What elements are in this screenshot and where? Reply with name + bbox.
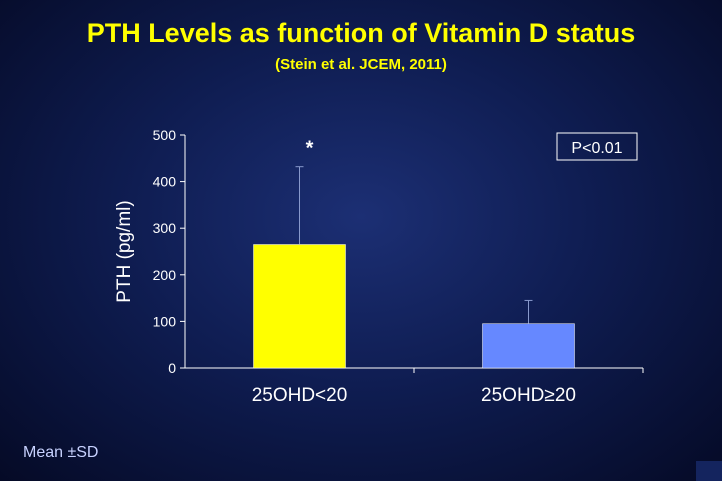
y-tick-label: 0 bbox=[168, 360, 176, 376]
p-value-box-border bbox=[556, 132, 638, 161]
y-axis-label: PTH (pg/ml) bbox=[114, 200, 135, 302]
x-axis-labels: 25OHD<20 25OHD≥20 bbox=[252, 385, 576, 406]
y-tick-label: 500 bbox=[153, 127, 177, 143]
bar-1 bbox=[253, 244, 346, 369]
chart-title: PTH Levels as function of Vitamin D stat… bbox=[86, 18, 636, 48]
p-value-box: P<0.01 bbox=[556, 132, 638, 161]
chart-subtitle: (Stein et al. JCEM, 2011) bbox=[275, 56, 447, 73]
y-axis-ticks: 0 100 200 300 400 500 bbox=[153, 127, 185, 376]
bar-2 bbox=[482, 323, 575, 369]
y-tick-label: 300 bbox=[153, 220, 177, 236]
p-value-label: P<0.01 bbox=[571, 140, 622, 157]
slide-corner-mark bbox=[696, 461, 722, 481]
significance-marker: * bbox=[306, 138, 314, 160]
y-tick-label: 100 bbox=[153, 313, 177, 329]
x-category-label: 25OHD<20 bbox=[252, 385, 348, 406]
footnote-mean-sd: Mean ±SD bbox=[23, 444, 99, 461]
y-tick-label: 400 bbox=[153, 174, 177, 190]
chart-bars bbox=[253, 244, 575, 369]
y-tick-label: 200 bbox=[153, 267, 177, 283]
error-bars: * bbox=[295, 138, 533, 324]
x-category-label: 25OHD≥20 bbox=[481, 385, 576, 406]
